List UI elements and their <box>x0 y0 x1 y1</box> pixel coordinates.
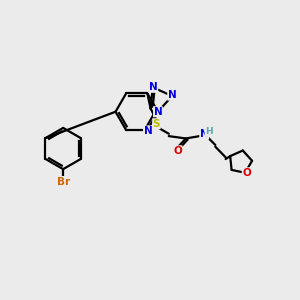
Text: O: O <box>173 146 182 156</box>
Text: H: H <box>205 128 213 136</box>
Text: Br: Br <box>57 176 70 187</box>
Text: N: N <box>200 129 208 139</box>
Text: S: S <box>153 119 160 129</box>
Text: N: N <box>144 126 152 136</box>
Text: N: N <box>168 90 176 100</box>
Text: N: N <box>149 82 158 92</box>
Text: N: N <box>154 107 162 117</box>
Text: O: O <box>242 168 251 178</box>
